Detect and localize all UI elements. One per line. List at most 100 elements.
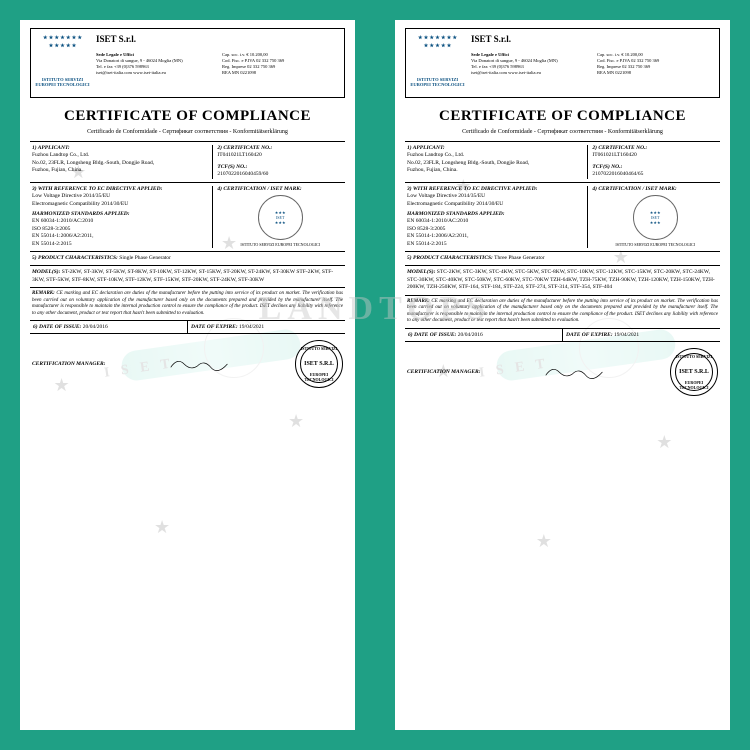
std2: ISO 8528-3:2005	[407, 226, 583, 233]
expire-label: DATE OF EXPIRE:	[566, 332, 613, 338]
rea-label: REA	[597, 70, 606, 75]
models-label: MODEL(S):	[407, 269, 435, 275]
reg-label: Reg. Imprese	[597, 64, 621, 69]
s5-label: 5) PRODUCT CHARACTERISTICS:	[32, 255, 118, 261]
std3: EN 55014-1:2006/A2:2011,	[407, 233, 583, 240]
mark-text: ISTITUTO SERVIZI EUROPEI TECNOLOGICI	[217, 242, 343, 247]
stamp-center: ISET S.R.L	[679, 369, 709, 375]
tcf-no: 2107022016040464/65	[592, 171, 718, 178]
tcf-label: TCF(S) NO.:	[592, 164, 718, 171]
section-applicant: 1) APPLICANT: Fuzhou Landtop Co., Ltd. N…	[30, 142, 345, 183]
rea-label: REA	[222, 70, 231, 75]
cod-val: 02 332 750 369	[631, 58, 659, 63]
std4: EN 55014-2:2015	[32, 241, 208, 248]
cert-mark-logo: ★★★ISET★★★	[258, 195, 303, 240]
remark-label: REMARK:	[32, 291, 55, 296]
title-box: CERTIFICATE OF COMPLIANCE Certificado de…	[30, 98, 345, 142]
models-label: MODEL(S):	[32, 269, 60, 275]
issue-label: 6) DATE OF ISSUE:	[408, 332, 456, 338]
reg-val: 02 332 750 369	[622, 64, 650, 69]
directive2: Electromagnetic Compatibility 2014/30/EU	[407, 201, 583, 208]
main-title: CERTIFICATE OF COMPLIANCE	[30, 108, 345, 125]
cod-val: 02 332 750 369	[256, 58, 284, 63]
expire-label: DATE OF EXPIRE:	[191, 324, 238, 330]
std4: EN 55014-2:2015	[407, 241, 583, 248]
cap-label: Cap. soc. i.v.	[597, 52, 620, 57]
company-info: ISET S.r.l. Sede Legale e Uffici Via Don…	[96, 33, 340, 77]
cap-val: € 10.200,00	[246, 52, 267, 57]
tcf-label: TCF(S) NO.:	[217, 164, 343, 171]
applicant-addr1: No.02, 23FLR, Longsheng Bldg.-South, Don…	[32, 160, 208, 167]
addr3: iset@iset-italia.com www.iset-italia.eu	[471, 70, 589, 76]
models: ST-2KW, ST-3KW, ST-5KW, ST-8KW, ST-10KW,…	[32, 269, 333, 282]
std2: ISO 8528-3:2005	[32, 226, 208, 233]
signature	[491, 362, 660, 382]
company-info: ISET S.r.l. Sede Legale e Uffici Via Don…	[471, 33, 715, 77]
header: ISTITUTO SERVIZI EUROPEI TECNOLOGICI ISE…	[30, 28, 345, 98]
section-directive: 3) WITH REFERENCE TO EC DIRECTIVE APPLIE…	[405, 183, 720, 252]
product-char: Single Phase Generator	[119, 255, 171, 261]
s4-label: 4) CERTIFICATION / ISET MARK:	[592, 186, 718, 193]
eu-logo: ISTITUTO SERVIZI EUROPEI TECNOLOGICI	[35, 33, 90, 87]
main-title: CERTIFICATE OF COMPLIANCE	[405, 108, 720, 125]
applicant-addr2: Fuzhou, Fujian, China.	[407, 167, 583, 174]
s3-label: 3) WITH REFERENCE TO EC DIRECTIVE APPLIE…	[407, 186, 583, 193]
cap-val: € 10.200,00	[621, 52, 642, 57]
section-applicant: 1) APPLICANT: Fuzhou Landtop Co., Ltd. N…	[405, 142, 720, 183]
s1-label: 1) APPLICANT:	[32, 145, 208, 152]
s1-label: 1) APPLICANT:	[407, 145, 583, 152]
remark-text: CE marking and EC declaration are duties…	[32, 291, 343, 316]
cod-label: Cod. Fisc. e P.IVA	[597, 58, 630, 63]
certificate-frame: ★ ★ ★ ★ ★ I S E T ISTITUTO SERVIZI EUROP…	[387, 12, 738, 738]
logo-text: ISTITUTO SERVIZI EUROPEI TECNOLOGICI	[410, 77, 465, 87]
issue-date: 20/04/2016	[458, 332, 483, 338]
applicant-addr2: Fuzhou, Fujian, China.	[32, 167, 208, 174]
signature-row: CERTIFICATION MANAGER: ISTITUTO SERVIZI …	[30, 334, 345, 388]
signature-row: CERTIFICATION MANAGER: ISTITUTO SERVIZI …	[405, 342, 720, 396]
applicant-name: Fuzhou Landtop Co., Ltd.	[407, 152, 583, 159]
header: ISTITUTO SERVIZI EUROPEI TECNOLOGICI ISE…	[405, 28, 720, 98]
cert-mark-logo: ★★★ISET★★★	[633, 195, 678, 240]
company-name: ISET S.r.l.	[96, 33, 340, 46]
rea-val: MN 0221098	[232, 70, 256, 75]
section-product: 5) PRODUCT CHARACTERISTICS: Single Phase…	[30, 252, 345, 266]
sig-label: CERTIFICATION MANAGER:	[32, 361, 106, 367]
models: STC-2KW, STC-3KW, STC-4KW, STC-5KW, STC-…	[407, 269, 715, 290]
std1: EN 60034-1:2010/AC:2010	[407, 218, 583, 225]
remark: REMARK: CE marking and EC declaration ar…	[405, 296, 720, 329]
logo-text: ISTITUTO SERVIZI EUROPEI TECNOLOGICI	[35, 77, 90, 87]
stamp: ISTITUTO SERVIZI ISET S.R.L EUROPEI TECN…	[670, 348, 718, 396]
cod-label: Cod. Fisc. e P.IVA	[222, 58, 255, 63]
certificate-right: ★ ★ ★ ★ ★ I S E T ISTITUTO SERVIZI EUROP…	[375, 0, 750, 750]
issue-label: 6) DATE OF ISSUE:	[33, 324, 81, 330]
section-directive: 3) WITH REFERENCE TO EC DIRECTIVE APPLIE…	[30, 183, 345, 252]
stamp-top: ISTITUTO SERVIZI	[671, 354, 717, 359]
s2-label: 2) CERTIFICATE NO.:	[217, 145, 343, 152]
stamp-center: ISET S.R.L	[304, 361, 334, 367]
stamp: ISTITUTO SERVIZI ISET S.R.L EUROPEI TECN…	[295, 340, 343, 388]
mark-text: ISTITUTO SERVIZI EUROPEI TECNOLOGICI	[592, 242, 718, 247]
date-row: 6) DATE OF ISSUE: 20/04/2016 DATE OF EXP…	[405, 329, 720, 342]
remark: REMARK: CE marking and EC declaration ar…	[30, 288, 345, 321]
applicant-name: Fuzhou Landtop Co., Ltd.	[32, 152, 208, 159]
remark-text: CE marking and EC declaration are duties…	[407, 299, 718, 324]
section-product: 5) PRODUCT CHARACTERISTICS: Three Phase …	[405, 252, 720, 266]
harm-label: HARMONIZED STANDARDS APPLIED:	[32, 211, 208, 218]
product-char: Three Phase Generator	[494, 255, 544, 261]
certificate-left: ★ ★ ★ ★ ★ I S E T ISTITUTO SERVIZI EUROP…	[0, 0, 375, 750]
expire-date: 19/04/2021	[239, 324, 264, 330]
company-name: ISET S.r.l.	[471, 33, 715, 46]
directive1: Low Voltage Directive 2014/35/EU	[32, 193, 208, 200]
date-row: 6) DATE OF ISSUE: 20/04/2016 DATE OF EXP…	[30, 321, 345, 334]
reg-label: Reg. Imprese	[222, 64, 246, 69]
sub-title: Certificado de Conformidade - Сертификат…	[30, 129, 345, 135]
stamp-bot: EUROPEI TECNOLOGICI	[296, 372, 342, 382]
stamp-bot: EUROPEI TECNOLOGICI	[671, 380, 717, 390]
s5-label: 5) PRODUCT CHARACTERISTICS:	[407, 255, 493, 261]
tcf-no: 2107022016040459/60	[217, 171, 343, 178]
section-models: MODEL(S): STC-2KW, STC-3KW, STC-4KW, STC…	[405, 266, 720, 295]
remark-label: REMARK:	[407, 299, 430, 304]
cap-label: Cap. soc. i.v.	[222, 52, 245, 57]
directive1: Low Voltage Directive 2014/35/EU	[407, 193, 583, 200]
cert-no: IT061021LT160420	[592, 152, 718, 159]
